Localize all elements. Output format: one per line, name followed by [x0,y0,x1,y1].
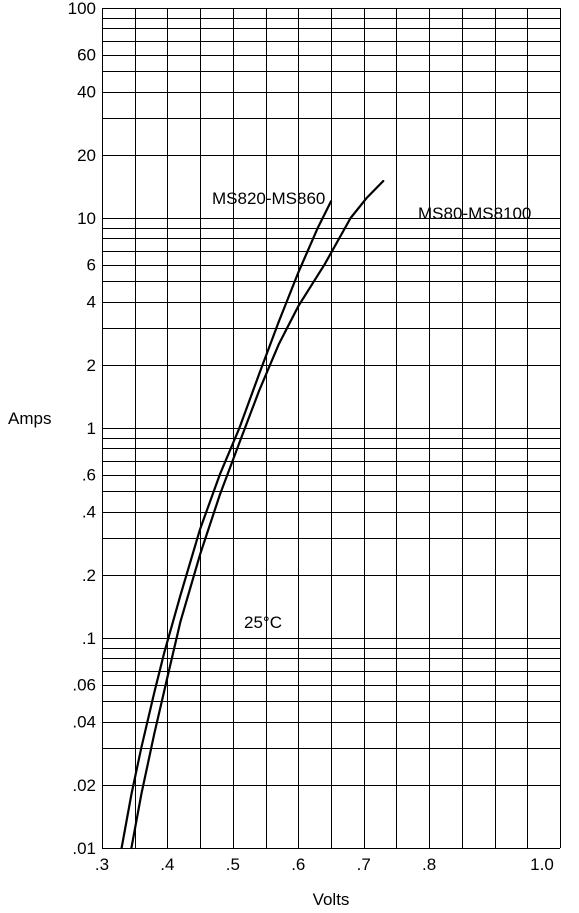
y-tick-label: .01 [72,839,96,858]
y-tick-label: .02 [72,776,96,795]
y-tick-label: 100 [68,0,96,18]
y-tick-label: .1 [82,629,96,648]
temperature-annotation: 25°C [244,613,282,632]
y-tick-label: 60 [77,46,96,65]
y-tick-label: .06 [72,676,96,695]
y-tick-label: .04 [72,713,96,732]
x-tick-label: .6 [291,855,305,874]
y-tick-label: 1 [87,419,96,438]
y-axis-label: Amps [8,409,51,428]
x-axis-label: Volts [313,890,350,909]
series-label-ms820-ms860: MS820-MS860 [212,189,325,208]
grid [102,8,561,849]
y-tick-label: 4 [87,293,96,312]
y-tick-label: .4 [82,503,96,522]
y-tick-label: .6 [82,466,96,485]
y-tick-label: 6 [87,256,96,275]
x-tick-label: .7 [357,855,371,874]
y-tick-labels: 100 60 40 20 10 6 4 2 1 .6 .4 .2 .1 .06 .04 .02 .01 [68,0,96,858]
x-tick-label: .3 [95,855,109,874]
y-tick-label: 20 [77,146,96,165]
series-line-1 [120,200,333,850]
x-tick-labels: .3 .4 .5 .6 .7 .8 1.0 [95,855,554,874]
series-label-ms80-ms8100: MS80-MS8100 [418,204,531,223]
y-tick-label: .2 [82,566,96,585]
x-tick-label: .4 [160,855,174,874]
y-tick-label: 40 [77,83,96,102]
x-tick-label: .8 [422,855,436,874]
series-layer [120,179,385,850]
y-tick-label: 2 [87,356,96,375]
x-tick-label: .5 [226,855,240,874]
y-tick-label: 10 [77,209,96,228]
series-line-2 [130,179,385,850]
x-tick-label: 1.0 [530,855,554,874]
